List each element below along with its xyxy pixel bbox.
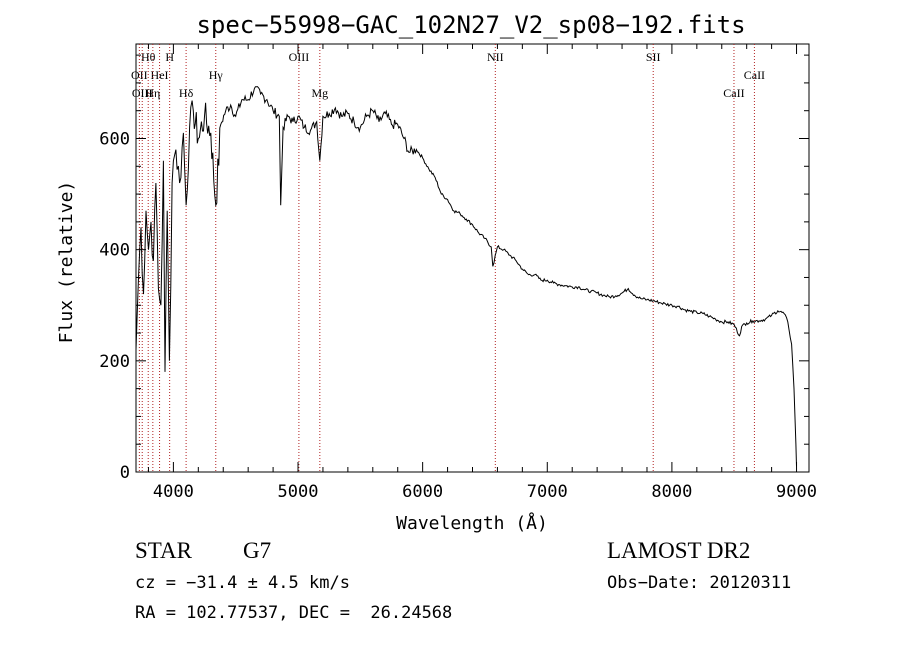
plot-frame xyxy=(135,43,810,473)
y-axis-label: Flux (relative) xyxy=(56,181,77,344)
line-marker-label: Mg xyxy=(311,86,328,100)
chart-title: spec−55998−GAC_102N27_V2_sp08−192.fits xyxy=(196,11,745,39)
coordinates: RA = 102.77537, DEC = 26.24568 xyxy=(135,603,453,623)
redshift-cz: cz = −31.4 ± 4.5 km/s xyxy=(135,573,350,593)
y-tick-label: 600 xyxy=(99,129,130,149)
line-marker-label: Hγ xyxy=(209,68,224,82)
obs-date: Obs−Date: 20120311 xyxy=(607,573,792,593)
y-tick-label: 0 xyxy=(120,463,130,483)
line-marker-label: CaII xyxy=(723,86,744,100)
line-marker-label: Hη xyxy=(145,86,160,100)
line-marker-label: HeI xyxy=(151,68,169,82)
object-subclass: G7 xyxy=(243,538,272,563)
line-marker-label: OIII xyxy=(289,50,310,64)
survey-name: LAMOST DR2 xyxy=(607,538,751,563)
x-tick-label: 7000 xyxy=(527,482,568,502)
x-tick-label: 5000 xyxy=(278,482,319,502)
y-tick-label: 400 xyxy=(99,241,130,261)
x-tick-label: 9000 xyxy=(776,482,817,502)
x-axis-label: Wavelength (Å) xyxy=(396,512,548,534)
object-class: STAR xyxy=(135,538,192,563)
x-tick-label: 6000 xyxy=(402,482,443,502)
line-marker-label: Hθ xyxy=(141,50,156,64)
line-marker-label: H xyxy=(165,50,174,64)
axis-ticks: 4000 5000 6000 7000 8000 9000 0 200 400 600 xyxy=(99,44,817,502)
line-marker-label: OIII xyxy=(132,86,153,100)
line-marker-label: CaII xyxy=(744,68,765,82)
x-tick-label: 8000 xyxy=(651,482,692,502)
spectrum-line xyxy=(135,86,797,467)
line-marker-label: SII xyxy=(646,50,661,64)
y-tick-label: 200 xyxy=(99,352,130,372)
line-marker-label: OII xyxy=(131,68,148,82)
line-marker-label: Hδ xyxy=(179,86,194,100)
line-marker-label: NII xyxy=(487,50,504,64)
x-tick-label: 4000 xyxy=(153,482,194,502)
